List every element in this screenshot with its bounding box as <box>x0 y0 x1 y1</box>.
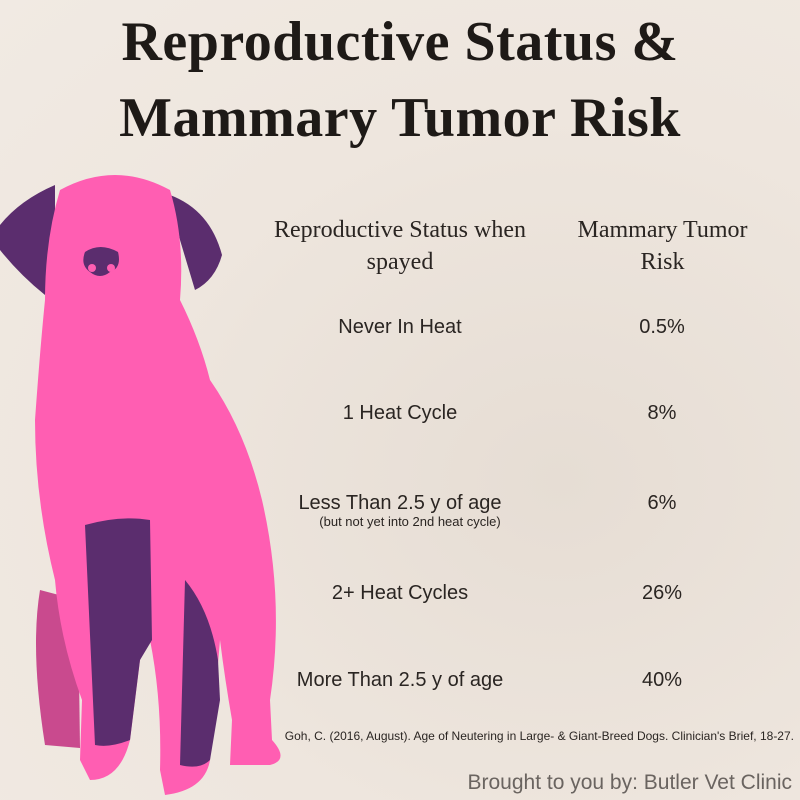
dog-silhouette <box>0 175 281 795</box>
title-line: Reproductive Status & <box>121 11 679 73</box>
citation: Goh, C. (2016, August). Age of Neutering… <box>284 729 794 743</box>
risk-cell: 8% <box>647 402 677 424</box>
status-cell: Never In Heat <box>338 316 462 338</box>
title-line: Mammary Tumor Risk <box>119 87 681 149</box>
risk-cell: 0.5% <box>639 316 685 338</box>
column-header: Reproductive Status when spayed <box>274 217 526 275</box>
footer: Brought to you by: Butler Vet Clinic <box>467 771 792 794</box>
status-cell: 1 Heat Cycle <box>342 402 458 424</box>
status-cell: Less Than 2.5 y of age <box>298 492 502 514</box>
status-cell: More Than 2.5 y of age <box>296 669 504 691</box>
risk-cell: 6% <box>647 492 677 514</box>
column-header: Mammary Tumor Risk <box>577 217 748 275</box>
risk-cell: 26% <box>641 582 683 604</box>
risk-cell: 40% <box>641 669 683 691</box>
status-note: (but not yet into 2nd heat cycle) <box>319 514 501 529</box>
status-cell: 2+ Heat Cycles <box>331 582 469 604</box>
